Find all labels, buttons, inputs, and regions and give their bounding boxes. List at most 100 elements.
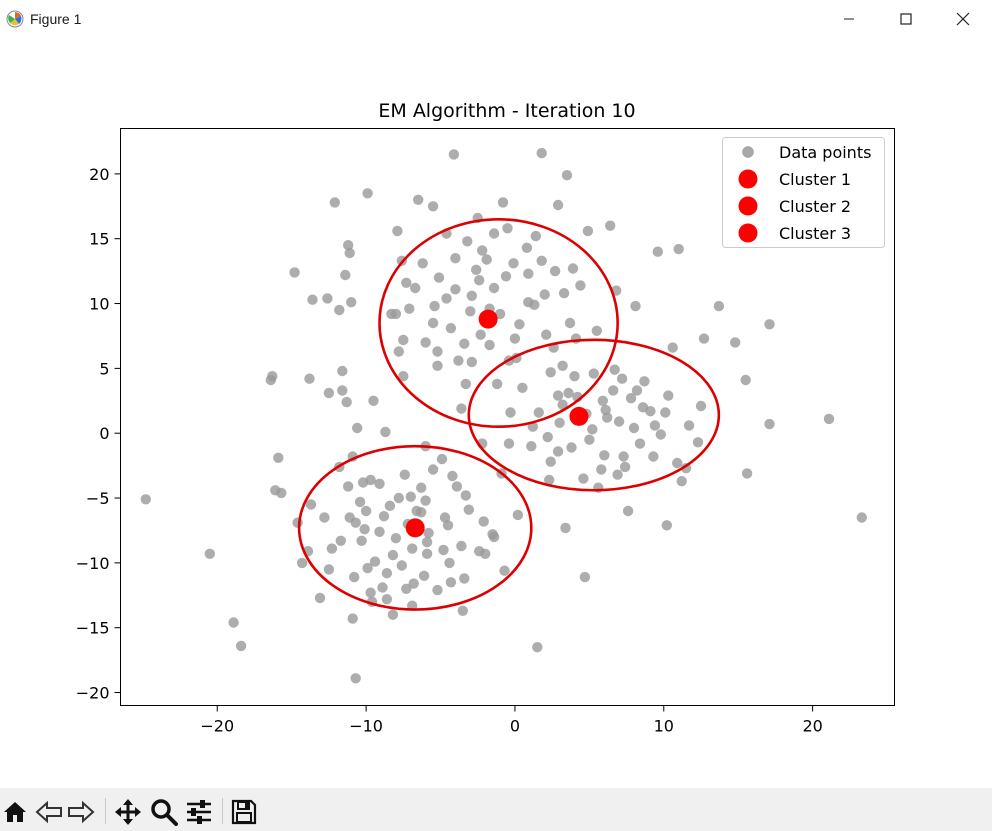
configure-subplots-button[interactable] [184,797,214,827]
data-point [450,253,461,264]
data-point [630,300,641,312]
data-point [713,300,725,312]
configure-subplots-icon [187,800,211,824]
zoom-button[interactable] [149,797,179,827]
data-point [460,490,471,501]
minimize-button[interactable] [820,0,878,38]
data-point [683,420,695,431]
data-point [673,243,684,255]
data-point [444,557,455,569]
home-icon [4,802,26,822]
data-point [445,577,457,588]
cluster-ellipses-layer [297,217,721,611]
data-point [442,520,454,531]
zoom-icon [151,799,178,826]
data-point [413,194,424,205]
data-point [563,387,574,399]
data-point [497,197,509,208]
data-point [740,374,751,386]
data-point [319,512,330,523]
figure-canvas[interactable]: −20 −10 0 10 20 −20 −15 −10 −5 0 5 10 15 20 EM Algor… [0,38,992,788]
data-point [408,578,419,589]
data-point [466,290,477,301]
data-point [377,582,388,593]
data-point [584,434,595,445]
data-point [329,197,340,208]
data-point [631,385,643,396]
data-point [526,441,537,452]
data-point [380,426,391,438]
data-point [667,342,678,353]
data-point [341,396,352,408]
data-point [613,416,625,427]
data-point [392,225,403,237]
pan-button[interactable] [113,797,143,827]
data-point [314,592,326,604]
data-point [384,500,396,511]
data-point [337,365,348,377]
data-point [692,437,704,448]
data-point [649,420,661,431]
data-point [441,293,452,304]
data-point [730,337,741,348]
data-point [350,673,361,684]
data-point [401,583,412,594]
toolbar-separator [222,798,223,824]
home-button[interactable] [0,797,30,827]
data-point [387,609,399,620]
data-point [453,355,464,366]
data-point [517,382,528,393]
data-point [566,442,577,453]
data-point [488,531,500,543]
data-point [235,640,247,652]
data-point [503,438,515,449]
data-point [536,147,547,159]
data-point [387,549,399,561]
save-button[interactable] [229,797,259,827]
data-point [432,346,443,357]
data-point [465,306,476,317]
y-tick-label: −15 [76,619,110,638]
data-point [352,422,363,434]
data-point [609,364,620,375]
data-point [655,429,666,440]
data-point [500,271,512,282]
y-tick-label: −20 [76,684,110,703]
y-tick-label: 5 [99,359,109,378]
axes-frame [120,128,895,706]
data-point [509,333,521,344]
data-point [466,356,477,368]
data-point [447,470,458,482]
data-point [343,481,354,492]
data-point [608,385,619,396]
data-point [451,481,463,492]
data-point [228,617,239,628]
data-point [695,400,707,412]
close-button[interactable] [934,0,992,38]
data-point [359,524,370,535]
data-point [648,451,659,462]
data-point [549,265,561,277]
data-point [545,367,556,378]
back-button[interactable] [34,797,64,827]
forward-button[interactable] [66,797,96,827]
y-axis-ticks: −20 −15 −10 −5 0 5 10 15 20 [76,165,121,703]
data-point [618,451,629,462]
data-point [523,268,534,279]
data-point [661,520,672,531]
data-point [557,399,568,410]
cluster-3-centroid [405,518,425,538]
data-point [360,505,372,517]
cluster-2-ellipse [467,338,721,492]
data-point [552,199,564,211]
data-point [587,424,598,435]
maximize-button[interactable] [877,0,935,38]
data-point [289,267,300,278]
forward-arrow-icon [68,800,95,824]
data-point [521,242,533,253]
cluster-centroids-layer [405,309,589,538]
data-point [374,526,385,537]
x-tick-label: −10 [349,717,383,736]
data-point [698,333,710,344]
data-point [672,457,683,469]
